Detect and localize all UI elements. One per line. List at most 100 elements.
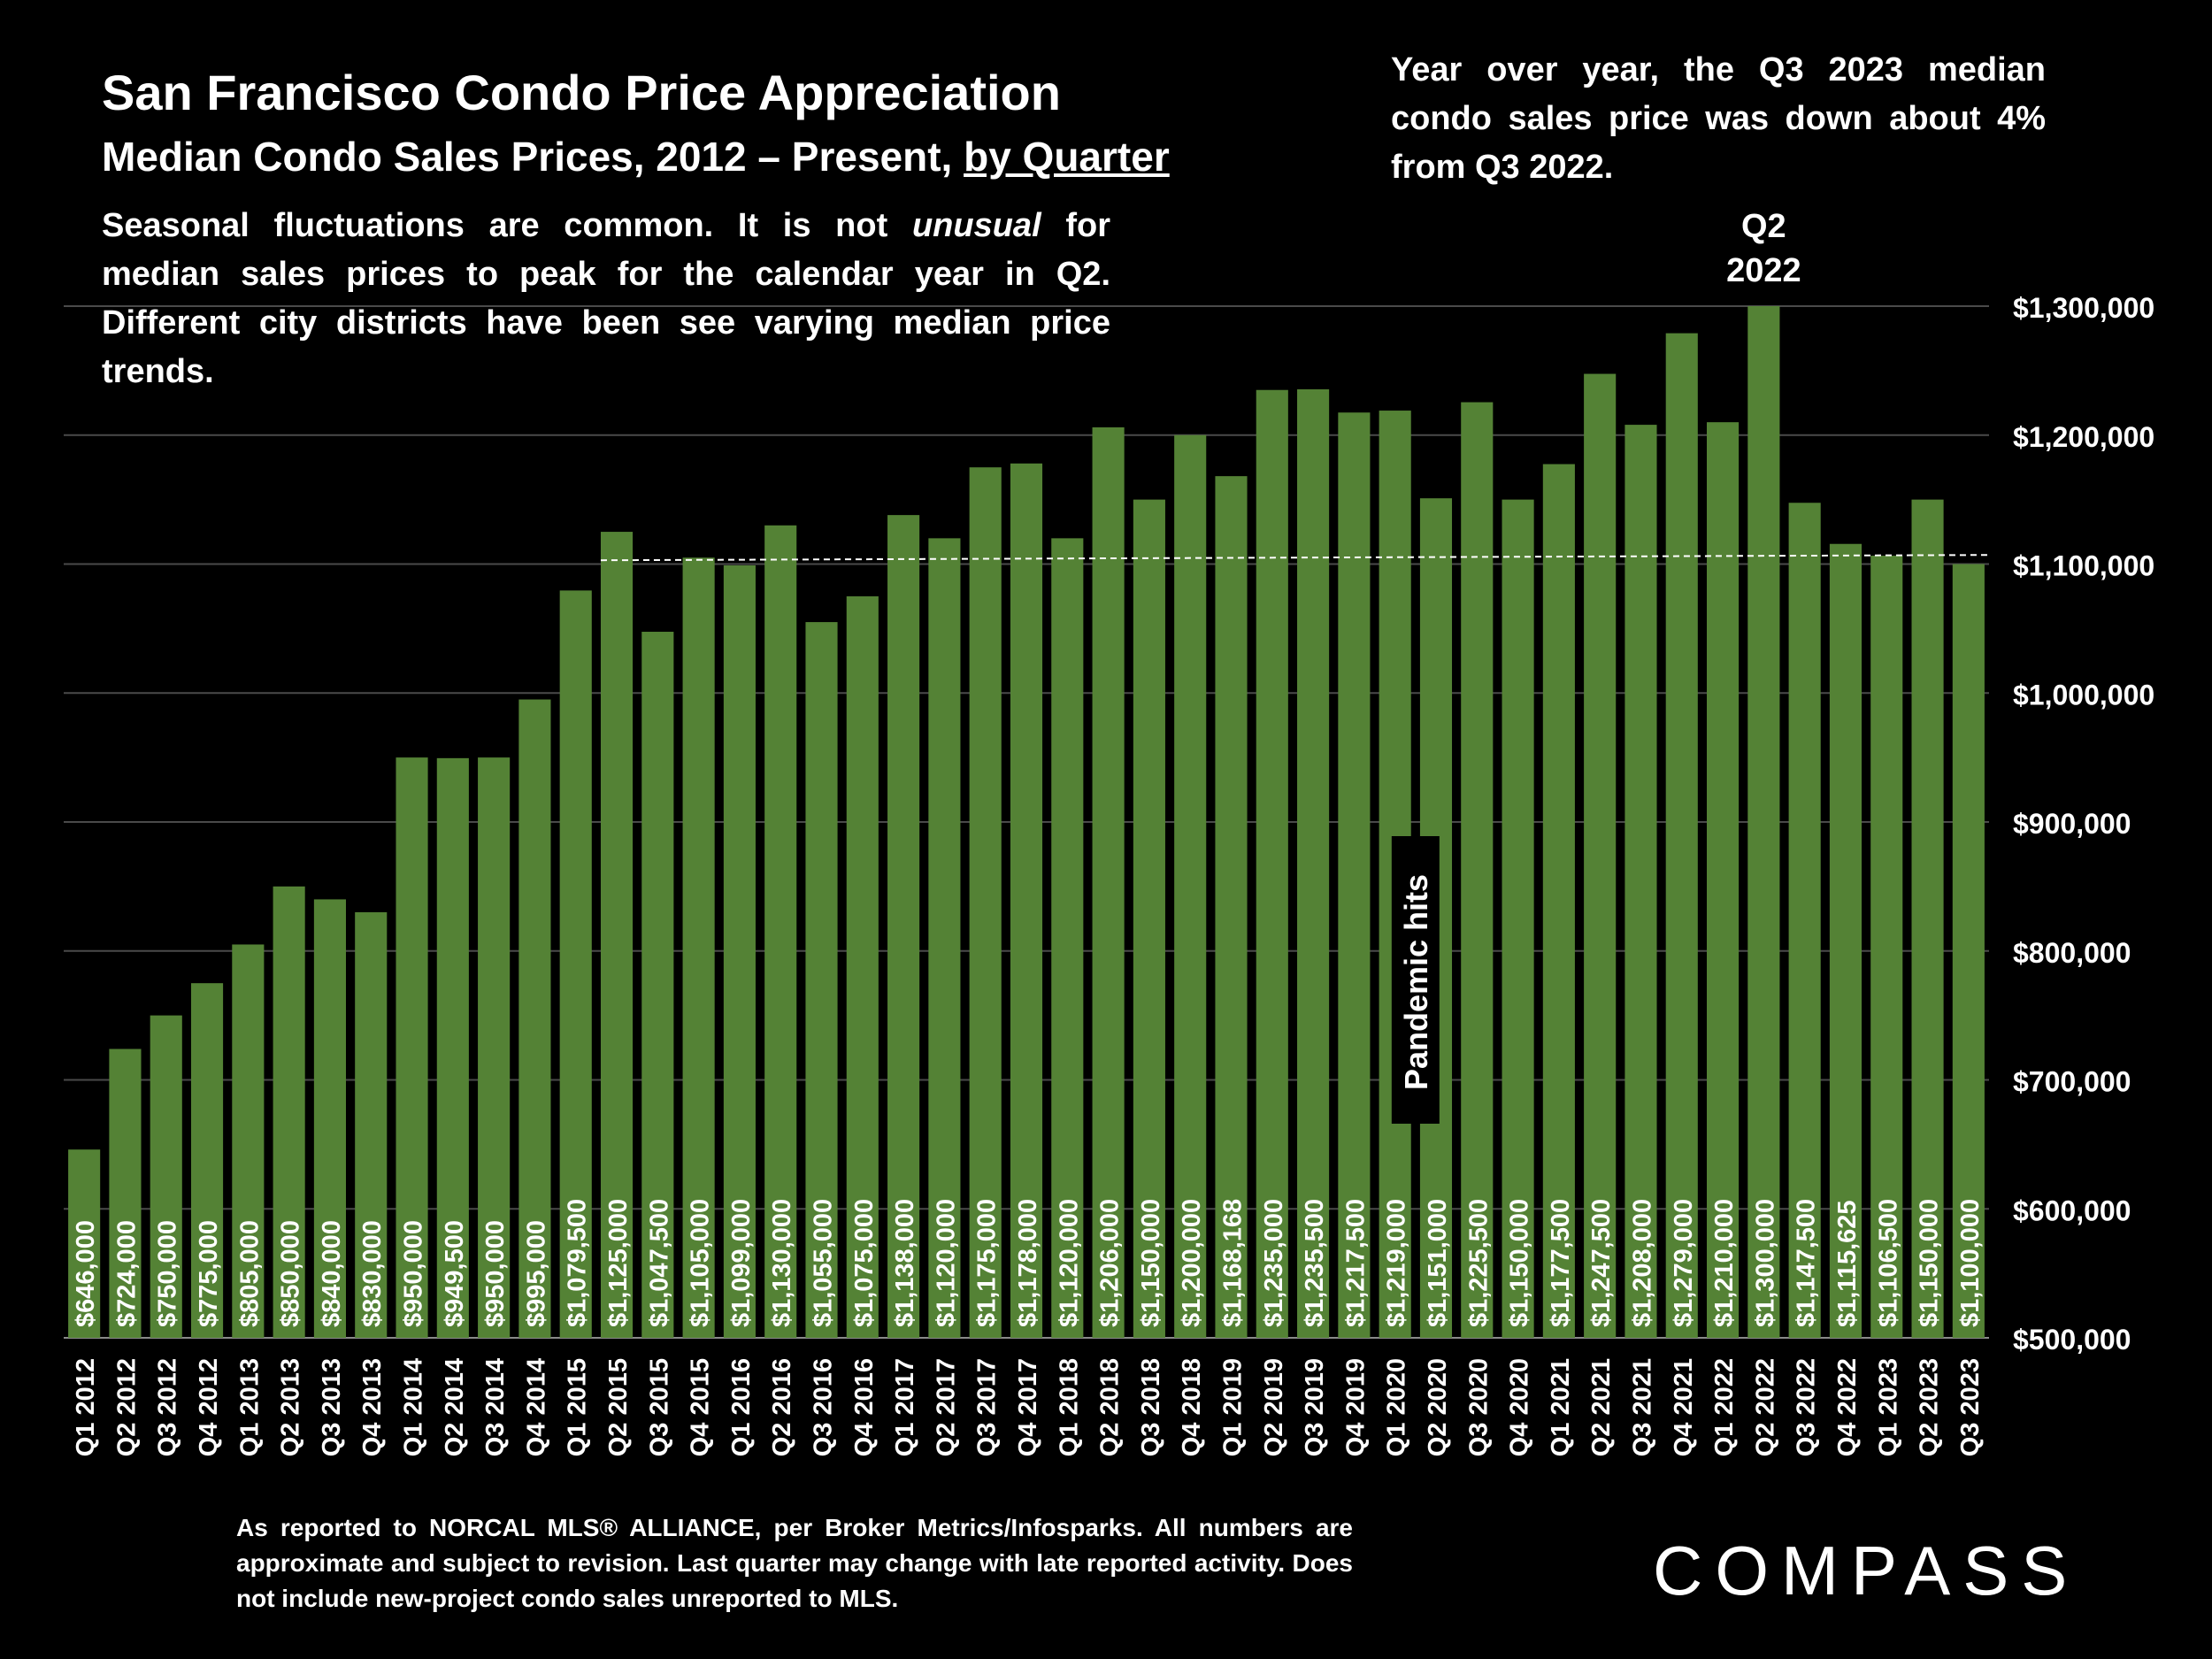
value-label: $1,055,000: [810, 1199, 838, 1327]
value-label: $830,000: [358, 1220, 387, 1327]
x-tick-label: Q2 2021: [1587, 1358, 1616, 1456]
value-label: $1,217,500: [1341, 1199, 1370, 1327]
bar: [1952, 564, 1985, 1338]
x-tick-label: Q4 2018: [1178, 1358, 1206, 1456]
value-label: $1,130,000: [768, 1199, 796, 1327]
x-tick-label: Q1 2017: [891, 1358, 919, 1456]
x-tick-label: Q3 2023: [1956, 1358, 1985, 1456]
value-label: $1,210,000: [1710, 1199, 1739, 1327]
x-tick-label: Q3 2016: [810, 1358, 838, 1456]
bar: [1133, 499, 1165, 1338]
bar: [109, 1048, 142, 1338]
bar: [559, 590, 592, 1338]
bar: [1215, 476, 1248, 1338]
x-tick-label: Q4 2015: [687, 1358, 715, 1456]
bar: [969, 467, 1002, 1338]
x-tick-label: Q1 2013: [235, 1358, 264, 1456]
value-label: $1,175,000: [973, 1199, 1002, 1327]
bar: [1092, 427, 1125, 1338]
x-tick-label: Q4 2022: [1833, 1358, 1862, 1456]
bar: [1747, 306, 1780, 1338]
bar: [1461, 402, 1494, 1338]
y-axis-labels: $500,000 $600,000 $700,000 $800,000 $900,000…: [2013, 292, 2154, 1356]
value-label: $775,000: [195, 1220, 223, 1327]
value-label: $949,500: [441, 1220, 469, 1327]
bar: [478, 757, 511, 1338]
x-tick-label: Q2 2014: [441, 1358, 469, 1456]
bar: [1174, 434, 1207, 1338]
source-footnote: As reported to NORCAL MLS® ALLIANCE, per…: [236, 1514, 1353, 1612]
bar: [1542, 464, 1575, 1338]
bar: [805, 622, 838, 1338]
bar: [1870, 556, 1903, 1338]
x-tick-label: Q3 2014: [481, 1358, 510, 1456]
compass-logo: COMPASS: [1653, 1532, 2080, 1609]
bar: [1010, 463, 1043, 1338]
bar: [723, 565, 756, 1338]
value-label: $1,235,000: [1260, 1199, 1288, 1327]
value-label: $1,235,500: [1301, 1199, 1329, 1327]
bar: [396, 757, 428, 1338]
x-tick-label: Q3 2020: [1464, 1358, 1493, 1456]
x-tick-label: Q3 2013: [318, 1358, 346, 1456]
value-label: $1,106,500: [1874, 1199, 1902, 1327]
seasonal-note-part1: Seasonal fluctuations are common. It is …: [102, 207, 912, 244]
subtitle-main: Median Condo Sales Prices, 2012 – Presen…: [102, 134, 964, 180]
subtitle-by-quarter: by Quarter: [964, 134, 1170, 180]
value-label: $1,150,000: [1916, 1199, 1944, 1327]
y-tick-label: $1,300,000: [2013, 292, 2154, 324]
y-tick-label: $500,000: [2013, 1324, 2131, 1356]
value-label: $1,150,000: [1506, 1199, 1534, 1327]
x-tick-label: Q2 2013: [277, 1358, 305, 1456]
x-tick-label: Q3 2018: [1137, 1358, 1165, 1456]
x-tick-label: Q1 2023: [1874, 1358, 1902, 1456]
x-tick-label: Q3 2015: [645, 1358, 673, 1456]
peak-annotation: 2022: [1726, 252, 1801, 289]
bar: [1707, 422, 1740, 1338]
value-label: $1,125,000: [604, 1199, 633, 1327]
reference-line: [600, 554, 1990, 562]
bar: [1256, 389, 1288, 1338]
x-tick-label: Q3 2017: [973, 1358, 1002, 1456]
value-label: $646,000: [72, 1220, 100, 1327]
x-tick-label: Q2 2017: [932, 1358, 960, 1456]
peak-annotation: Q2: [1741, 208, 1786, 245]
x-tick-label: Q2 2020: [1424, 1358, 1452, 1456]
bar: [273, 886, 305, 1338]
value-label: $1,099,000: [727, 1199, 756, 1327]
bar: [150, 1015, 182, 1338]
bar: [1297, 389, 1330, 1338]
value-label: $1,177,500: [1547, 1199, 1575, 1327]
bar: [1584, 373, 1617, 1338]
value-label: $1,138,000: [891, 1199, 919, 1327]
bar: [600, 532, 634, 1338]
bar: [232, 944, 265, 1338]
value-label: $995,000: [522, 1220, 550, 1327]
value-labels: $646,000 $724,000 $750,000 $775,000 $805,000…: [72, 1199, 1985, 1327]
value-label: $1,120,000: [932, 1199, 960, 1327]
x-tick-label: Q4 2014: [522, 1358, 550, 1456]
y-tick-label: $600,000: [2013, 1194, 2131, 1226]
x-tick-label: Q2 2016: [768, 1358, 796, 1456]
value-label: $850,000: [277, 1220, 305, 1327]
x-axis-labels: Q1 2012 Q2 2012 Q3 2012 Q4 2012 Q1 2013 Q2 20…: [72, 1358, 1985, 1456]
x-tick-label: Q1 2014: [400, 1358, 428, 1456]
value-label: $1,206,000: [1096, 1199, 1125, 1327]
bar: [1911, 499, 1944, 1338]
x-tick-label: Q3 2021: [1628, 1358, 1656, 1456]
bar: [1624, 425, 1657, 1339]
value-label: $1,300,000: [1751, 1199, 1779, 1327]
value-label: $1,079,500: [564, 1199, 592, 1327]
value-label: $1,150,000: [1137, 1199, 1165, 1327]
value-label: $1,178,000: [1014, 1199, 1042, 1327]
y-tick-label: $1,200,000: [2013, 421, 2154, 453]
value-label: $1,279,000: [1670, 1199, 1698, 1327]
x-tick-label: Q4 2016: [850, 1358, 879, 1456]
bar: [1502, 499, 1534, 1338]
yoy-note: Year over year, the Q3 2023 median condo…: [1391, 51, 2046, 186]
seasonal-note: Seasonal fluctuations are common. It is …: [102, 202, 1110, 396]
value-label: $1,115,625: [1833, 1200, 1862, 1327]
y-tick-label: $800,000: [2013, 937, 2131, 969]
annotations: Q2 2022 Pandemic hits: [1391, 208, 1801, 1124]
